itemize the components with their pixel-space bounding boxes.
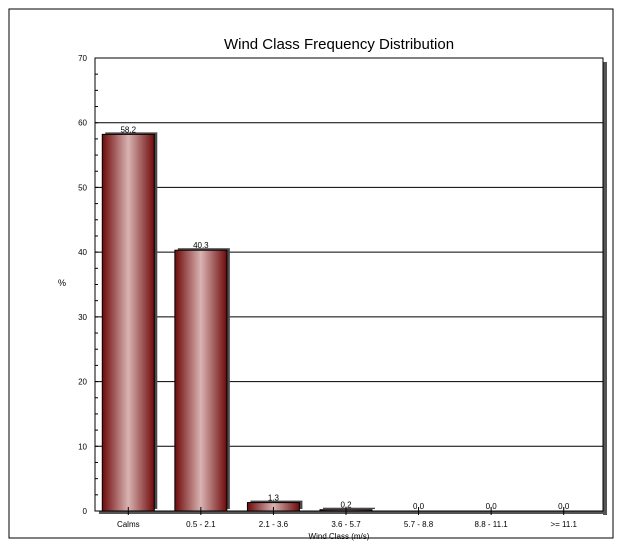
y-tick-label: 40 xyxy=(78,248,87,257)
y-tick-label: 10 xyxy=(78,442,87,451)
x-tick-label: Calms xyxy=(117,520,140,529)
y-tick-label: 0 xyxy=(83,507,88,516)
bar xyxy=(174,249,228,512)
y-tick-label: 20 xyxy=(78,378,87,387)
x-tick-label: 5.7 - 8.8 xyxy=(404,520,434,529)
data-label: 58.2 xyxy=(120,125,136,134)
y-tick-label: 50 xyxy=(78,183,87,192)
data-label: 40.3 xyxy=(193,241,209,250)
data-label: 0.0 xyxy=(558,502,570,511)
plot-area xyxy=(94,57,604,512)
bar xyxy=(101,133,155,512)
plot-shadow-bottom xyxy=(99,511,607,514)
x-axis-label: Wind Class (m/s) xyxy=(309,532,370,541)
outer-frame xyxy=(8,8,614,539)
x-tick-label: 3.6 - 5.7 xyxy=(331,520,361,529)
x-tick-label: >= 11.1 xyxy=(550,520,577,529)
x-tick-label: 0.5 - 2.1 xyxy=(186,520,216,529)
chart-title: Wind Class Frequency Distribution xyxy=(224,36,454,53)
data-label: 0.2 xyxy=(340,501,352,510)
data-label: 1.3 xyxy=(268,494,280,503)
x-tick-label: 2.1 - 3.6 xyxy=(259,520,289,529)
y-axis-label: % xyxy=(58,278,66,288)
bar-shadow xyxy=(323,507,375,509)
y-tick-label: 70 xyxy=(78,54,87,63)
plot-shadow-right xyxy=(603,62,607,515)
y-tick-label: 30 xyxy=(78,313,87,322)
x-tick-label: 8.8 - 11.1 xyxy=(475,520,509,529)
data-label: 0.0 xyxy=(413,502,425,511)
data-label: 0.0 xyxy=(486,502,498,511)
y-tick-label: 60 xyxy=(78,119,87,128)
